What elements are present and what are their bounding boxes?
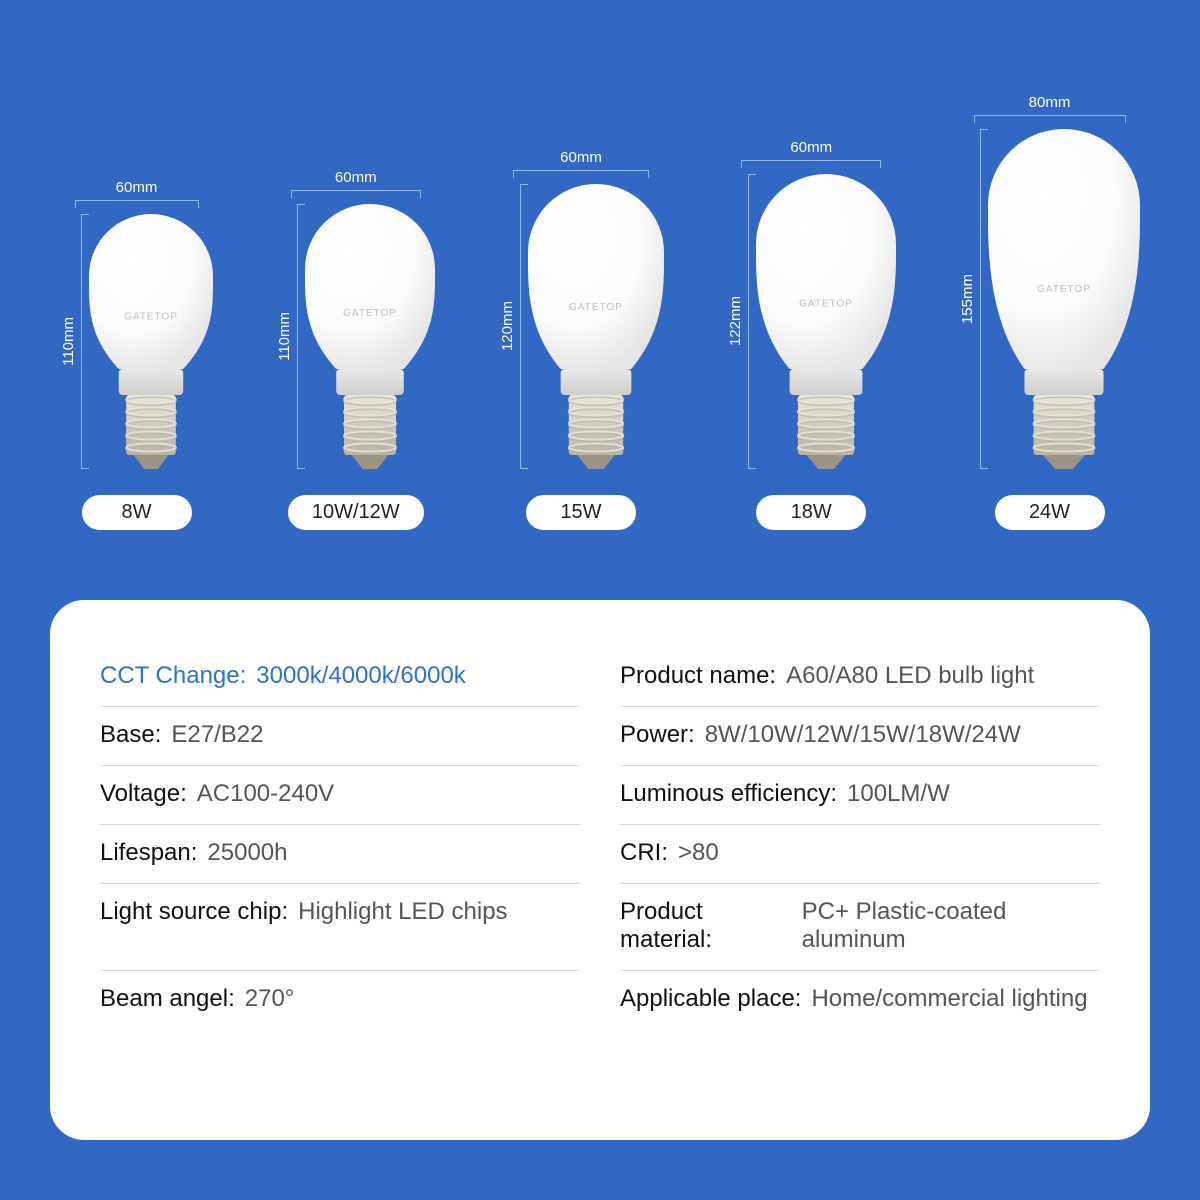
spec-label: CRI: (620, 839, 668, 867)
spec-value: 8W/10W/12W/15W/18W/24W (705, 721, 1021, 749)
spec-value: Highlight LED chips (298, 898, 507, 926)
spec-label: Lifespan: (100, 839, 197, 867)
bulb-unit-1: 60mm 110mm GATETOP 10W/12W (276, 169, 435, 530)
spec-value: 3000k/4000k/6000k (256, 662, 466, 690)
bulb-icon: GATETOP (528, 184, 664, 469)
bulb-icon: GATETOP (988, 129, 1140, 469)
width-dimension-label: 60mm (790, 139, 832, 156)
bulb-unit-0: 60mm 110mm GATETOP 8W (60, 179, 213, 530)
bulbs-row: 60mm 110mm GATETOP 8W 60mm 110 (50, 50, 1150, 530)
spec-value: E27/B22 (171, 721, 263, 749)
bulb-unit-3: 60mm 122mm GATETOP 18W (727, 139, 896, 530)
spec-label: Voltage: (100, 780, 187, 808)
bulb-icon: GATETOP (305, 204, 435, 469)
height-dimension-label: 122mm (727, 296, 744, 346)
wattage-pill: 15W (526, 495, 636, 530)
svg-text:GATETOP: GATETOP (799, 299, 853, 310)
wattage-pill: 24W (995, 495, 1105, 530)
spec-value: Home/commercial lighting (811, 985, 1087, 1013)
width-dimension-bar (291, 190, 421, 198)
spec-row: Product name: A60/A80 LED bulb light (620, 648, 1100, 707)
height-dimension-label: 110mm (276, 312, 293, 361)
spec-label: Light source chip: (100, 898, 288, 926)
spec-value: 270° (245, 985, 295, 1013)
bulb-unit-2: 60mm 120mm GATETOP 15W (499, 149, 664, 530)
spec-value: 25000h (207, 839, 287, 867)
spec-value: PC+ Plastic-coated aluminum (802, 898, 1100, 954)
spec-label: Applicable place: (620, 985, 801, 1013)
spec-row: Applicable place: Home/commercial lighti… (620, 971, 1100, 1029)
svg-text:GATETOP: GATETOP (343, 308, 397, 319)
spec-row: CRI: >80 (620, 825, 1100, 884)
bulb-icon: GATETOP (756, 174, 896, 469)
height-dimension-bar (520, 184, 528, 469)
spec-value: A60/A80 LED bulb light (786, 662, 1034, 690)
spec-row: Light source chip: Highlight LED chips (100, 884, 580, 971)
spec-row: Voltage: AC100-240V (100, 766, 580, 825)
width-dimension-label: 80mm (1029, 94, 1071, 111)
spec-value: >80 (678, 839, 719, 867)
height-dimension-bar (748, 174, 756, 469)
spec-panel: CCT Change: 3000k/4000k/6000k Product na… (50, 600, 1150, 1140)
height-dimension-label: 120mm (499, 301, 516, 351)
spec-row: Luminous efficiency: 100LM/W (620, 766, 1100, 825)
spec-label: Power: (620, 721, 695, 749)
spec-value: AC100-240V (197, 780, 334, 808)
width-dimension-label: 60mm (560, 149, 602, 166)
width-dimension-label: 60mm (116, 179, 158, 196)
spec-label: Product name: (620, 662, 776, 690)
spec-label: Luminous efficiency: (620, 780, 837, 808)
svg-text:GATETOP: GATETOP (569, 302, 623, 313)
bulb-unit-4: 80mm 155mm GATETOP 24W (959, 94, 1140, 530)
spec-label: Base: (100, 721, 161, 749)
spec-row: CCT Change: 3000k/4000k/6000k (100, 648, 580, 707)
spec-label: Beam angel: (100, 985, 235, 1013)
height-dimension-label: 155mm (959, 274, 976, 324)
svg-text:GATETOP: GATETOP (124, 311, 178, 322)
svg-text:GATETOP: GATETOP (1037, 284, 1091, 295)
width-dimension-bar (741, 160, 881, 168)
spec-value: 100LM/W (847, 780, 950, 808)
spec-row: Product material: PC+ Plastic-coated alu… (620, 884, 1100, 971)
wattage-pill: 8W (82, 495, 192, 530)
height-dimension-bar (297, 204, 305, 469)
width-dimension-bar (513, 170, 649, 178)
height-dimension-bar (980, 129, 988, 469)
bulb-icon: GATETOP (89, 214, 213, 469)
height-dimension-bar (81, 214, 89, 469)
width-dimension-label: 60mm (335, 169, 377, 186)
spec-row: Beam angel: 270° (100, 971, 580, 1029)
width-dimension-bar (75, 200, 199, 208)
wattage-pill: 18W (756, 495, 866, 530)
spec-row: Power: 8W/10W/12W/15W/18W/24W (620, 707, 1100, 766)
wattage-pill: 10W/12W (288, 495, 424, 530)
spec-grid: CCT Change: 3000k/4000k/6000k Product na… (100, 648, 1100, 1029)
spec-row: Lifespan: 25000h (100, 825, 580, 884)
spec-row: Base: E27/B22 (100, 707, 580, 766)
spec-label: Product material: (620, 898, 792, 954)
spec-label: CCT Change: (100, 662, 246, 690)
width-dimension-bar (974, 115, 1126, 123)
height-dimension-label: 110mm (60, 317, 77, 366)
